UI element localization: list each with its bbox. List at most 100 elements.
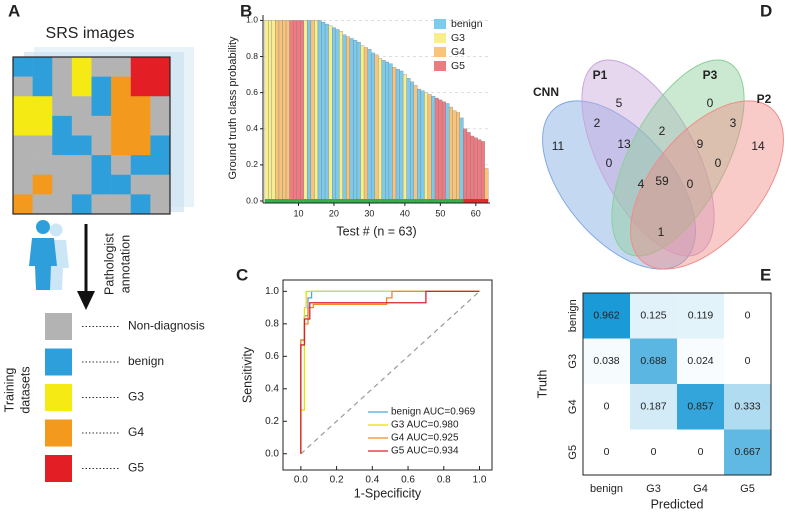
heatmap-cell (630, 429, 677, 475)
x-tick-label: 0.8 (437, 475, 451, 486)
image-cell (111, 57, 132, 77)
correctness-strip (410, 199, 414, 203)
image-cell (111, 194, 132, 215)
bar (424, 92, 429, 202)
y-axis-label: Sensitivity (240, 346, 254, 403)
training-label: datasets (18, 366, 32, 413)
correctness-strip (328, 199, 333, 203)
cell-label: 0.024 (687, 355, 713, 367)
legend-swatch (45, 384, 72, 411)
correctness-strip (310, 199, 315, 203)
y-category-label: G4 (567, 399, 579, 414)
image-cell (111, 135, 132, 156)
image-cell (71, 155, 92, 176)
panel-letter: A (8, 1, 20, 20)
region-count: 11 (552, 139, 565, 153)
venn-set (630, 100, 784, 270)
image-cell (71, 57, 92, 77)
y-tick-label: 0.6 (265, 351, 279, 362)
image-cell (13, 76, 33, 97)
pathologist-icon (29, 220, 69, 290)
image-cell (130, 155, 151, 176)
correctness-strip (286, 199, 290, 203)
image-cell (32, 115, 53, 136)
image-cell (111, 155, 132, 176)
y-tick-label: 0.2 (246, 159, 258, 169)
bar (353, 40, 358, 202)
correctness-strip (353, 199, 357, 203)
cell-label: 0.667 (734, 446, 760, 458)
heatmap-cell (677, 293, 724, 339)
correctness-strip (321, 199, 326, 203)
cell-label: 0.119 (688, 310, 714, 322)
bar (484, 168, 489, 202)
legend-label: G4 AUC=0.925 (391, 433, 459, 444)
bar (381, 59, 386, 202)
x-tick-label: 0.2 (330, 475, 344, 486)
y-tick-label: 0.6 (246, 87, 258, 97)
bar (466, 132, 471, 202)
correctness-strip (420, 199, 425, 203)
y-tick-label: 0.2 (265, 416, 279, 427)
bar (292, 20, 297, 202)
arrow (77, 224, 95, 310)
correctness-strip (406, 199, 411, 203)
image-cell (32, 174, 53, 195)
correctness-strip (296, 199, 301, 203)
heatmap-cell (724, 293, 771, 339)
correctness-strip (452, 199, 457, 203)
y-tick-label: 0.4 (246, 123, 258, 133)
heatmap-cell (724, 384, 771, 430)
correctness-strip (477, 199, 482, 203)
correctness-strip (374, 199, 379, 203)
image-cell (130, 76, 151, 97)
image-cell (52, 76, 73, 97)
correctness-strip (385, 199, 389, 203)
cell-label: 0.333 (734, 401, 760, 413)
heatmap-cell (630, 338, 677, 384)
correctness-strip (449, 199, 453, 203)
bar (289, 20, 294, 202)
bar (296, 20, 301, 202)
image-cell (52, 155, 73, 176)
correctness-strip (356, 199, 361, 203)
correctness-strip (413, 199, 418, 203)
correctness-strip (349, 199, 354, 203)
correctness-strip (307, 199, 311, 203)
image-cell (91, 96, 112, 117)
bar (285, 20, 290, 202)
bar (310, 20, 315, 202)
image-cell (130, 96, 151, 117)
correctness-strip (268, 199, 272, 203)
correctness-strip (466, 199, 471, 203)
heatmap-cell (583, 384, 630, 430)
heatmap-cell (677, 338, 724, 384)
image-cell (111, 115, 132, 136)
cell-label: 0 (604, 446, 610, 458)
y-tick-label: 0.4 (265, 383, 279, 394)
correctness-strip (459, 199, 464, 203)
roc-curve (300, 290, 480, 454)
legend-label: G5 AUC=0.934 (391, 446, 459, 457)
correctness-strip (278, 199, 283, 203)
correctness-strip (474, 199, 478, 203)
correctness-strip (303, 199, 308, 203)
bar (417, 88, 421, 202)
image-cell (32, 96, 53, 117)
correctness-strip (388, 199, 393, 203)
bar (392, 67, 397, 202)
image-cell (91, 174, 112, 195)
bar (275, 20, 280, 202)
region-count: 14 (751, 139, 765, 153)
bar (452, 110, 457, 202)
legend-swatch (434, 47, 446, 57)
correctness-strip (396, 199, 400, 203)
x-category-label: G4 (693, 483, 708, 495)
bar (438, 99, 443, 202)
correctness-strip (392, 199, 397, 203)
bar (378, 58, 382, 202)
correctness-strip (424, 199, 428, 203)
x-tick-label: 0.6 (401, 475, 415, 486)
region-count: 2 (659, 124, 666, 138)
